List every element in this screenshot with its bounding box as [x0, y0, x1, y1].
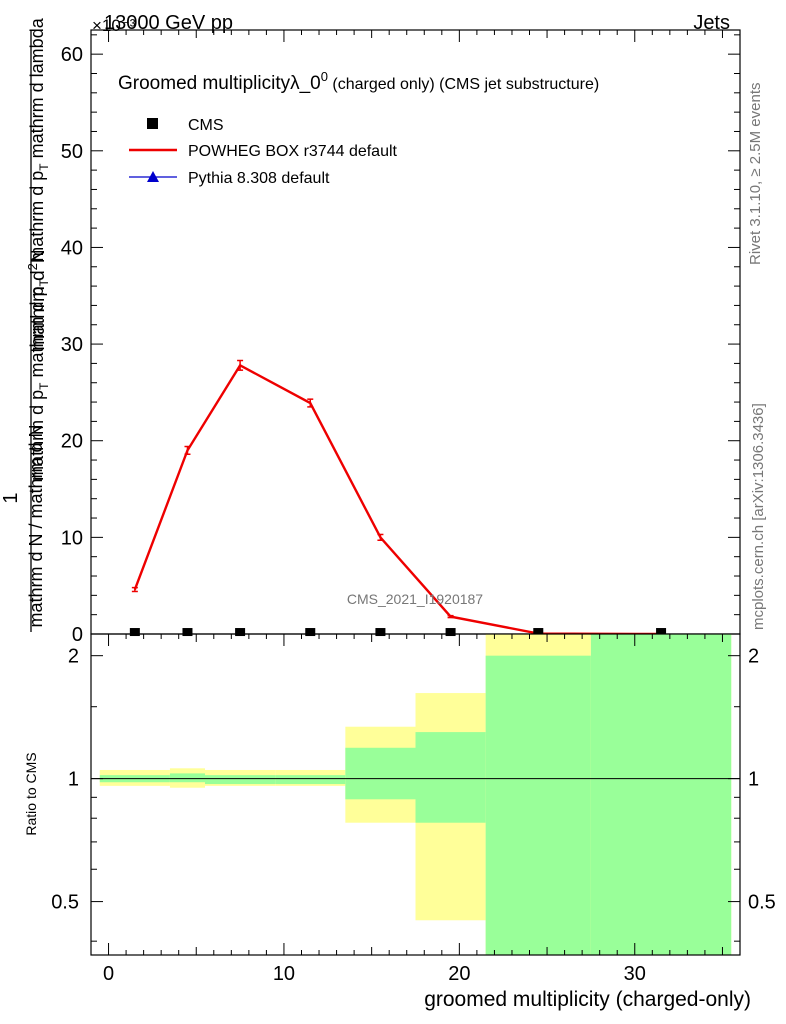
cms-point [375, 628, 386, 637]
ratio-tick-label-right: 1 [748, 769, 759, 791]
y-tick-label: 20 [61, 431, 83, 453]
y-axis-label-numerator-one: 1 [0, 492, 22, 503]
y-tick-label: 60 [61, 44, 83, 66]
cms-point [235, 628, 246, 637]
cms-point [445, 628, 456, 637]
y-tick-label: 0 [72, 624, 83, 646]
ratio-band-green [590, 634, 732, 955]
ratio-band-green [415, 732, 486, 823]
ratio-frame [90, 633, 741, 956]
ratio-tick-label-right: 0.5 [748, 892, 776, 914]
ratio-band-green [485, 655, 591, 955]
ratio-axis-label: Ratio to CMS [23, 752, 39, 835]
y-axis-label-right: mathrm d pT mathrm d lambda [27, 17, 51, 261]
ratio-tick-label: 2 [68, 646, 79, 668]
y-tick-label: 50 [61, 141, 83, 163]
y-tick-label: 10 [61, 527, 83, 549]
ratio-tick-label: 1 [68, 769, 79, 791]
legend-pythia-marker [147, 171, 159, 182]
legend-label: Pythia 8.308 default [188, 170, 330, 187]
cms-point [656, 628, 667, 637]
ratio-tick-label-right: 2 [748, 646, 759, 668]
legend-label: CMS [188, 117, 224, 134]
ratio-band-green [275, 775, 346, 785]
cms-point [305, 628, 316, 637]
cms-point [129, 628, 140, 637]
legend-cms-marker [147, 118, 158, 129]
y-axis-label-bottom: mathrm d N / mathrm d N [26, 424, 46, 627]
main-plot-area: 0 10 20 30 40 50 60 [61, 29, 741, 646]
powheg-line [133, 363, 662, 636]
ratio-band-green [169, 773, 206, 783]
mcplots-label: mcplots.cern.ch [arXiv:1306.3436] [750, 403, 767, 630]
cms-point [533, 628, 544, 637]
energy-label: 13000 GeV pp [104, 12, 233, 34]
chart-title: Groomed multiplicityλ_00 (charged only) … [118, 69, 599, 94]
x-axis-label: groomed multiplicity (charged-only) [424, 988, 751, 1011]
ratio-plot-area: 0.5 0.51 12 20 10 20 30 [51, 633, 776, 985]
y-axis-label: 1 mathrm d2N mathrm d pT mathrm d lambda… [0, 17, 51, 632]
legend: CMS POWHEG BOX r3744 default Pythia 8.308 … [129, 117, 398, 187]
ratio-tick-label: 0.5 [51, 892, 79, 914]
ratio-band-green [345, 747, 416, 800]
y-tick-label: 40 [61, 237, 83, 259]
legend-label: POWHEG BOX r3744 default [188, 143, 398, 160]
cms-point [182, 628, 193, 637]
analysis-label: CMS_2021_I1920187 [347, 591, 483, 607]
x-tick-label: 20 [448, 963, 470, 985]
process-label: Jets [693, 12, 730, 34]
x-tick-label: 0 [103, 963, 114, 985]
y-tick-label: 30 [61, 334, 83, 356]
ratio-band-green [205, 775, 276, 785]
rivet-version-label: Rivet 3.1.10, ≥ 2.5M events [747, 83, 764, 266]
x-tick-label: 30 [624, 963, 646, 985]
x-tick-label: 10 [273, 963, 295, 985]
